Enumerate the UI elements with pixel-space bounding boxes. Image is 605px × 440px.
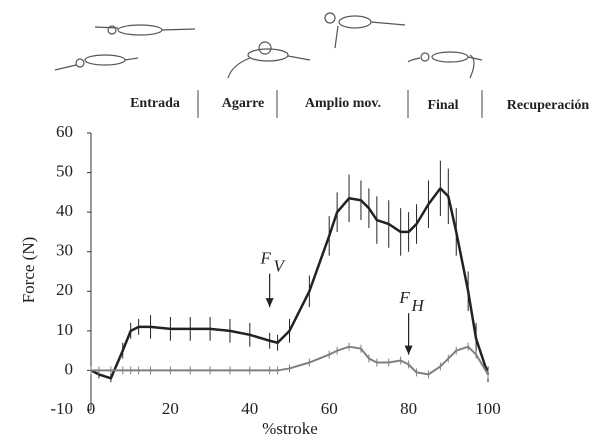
phase-separators [197, 90, 483, 118]
annotation-sub: V [273, 257, 286, 276]
annotation-arrowhead [265, 298, 274, 308]
swimmer-icons [54, 12, 483, 79]
x-axis-label: %stroke [262, 419, 318, 438]
y-tick-label: 0 [65, 359, 74, 378]
series-line [90, 187, 490, 380]
annotation: F [398, 288, 410, 307]
y-tick-label: 50 [56, 161, 73, 180]
annotation-sub: H [410, 296, 425, 315]
phase-label: Final [427, 98, 458, 113]
y-tick-label: 10 [56, 320, 73, 339]
x-tick-label: 0 [87, 399, 96, 418]
x-tick-label: 80 [400, 399, 417, 418]
x-tick-label: 100 [475, 399, 501, 418]
y-tick-label: 30 [56, 241, 73, 260]
x-tick-label: 40 [241, 399, 258, 418]
y-tick-label: 40 [56, 201, 73, 220]
phase-label: Entrada [130, 96, 180, 111]
y-tick-label: -10 [50, 399, 73, 418]
x-tick-label: 60 [321, 399, 338, 418]
y-tick-label: 20 [56, 280, 73, 299]
y-tick-label: 60 [56, 122, 73, 141]
annotation-arrowhead [404, 345, 413, 355]
phase-label: Recuperación [507, 98, 590, 113]
x-tick-label: 20 [162, 399, 179, 418]
annotation: F [259, 249, 271, 268]
series-line [91, 345, 489, 376]
y-axis-label: Force (N) [19, 237, 38, 304]
phase-label: Amplio mov. [305, 96, 381, 111]
phase-label: Agarre [222, 96, 265, 111]
